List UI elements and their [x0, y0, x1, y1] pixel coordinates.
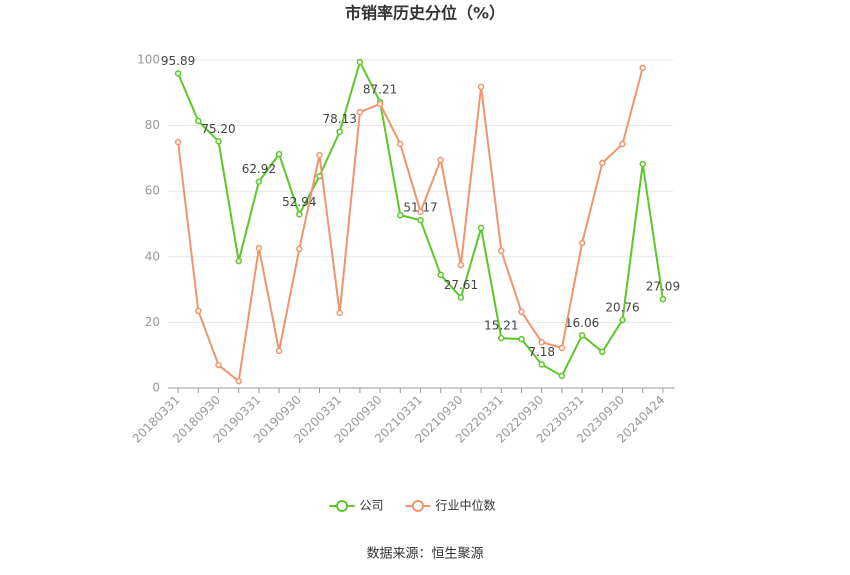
point: [639, 64, 646, 72]
point: [558, 372, 566, 380]
y-tick-label: 60: [145, 184, 160, 198]
point: [316, 151, 323, 159]
chart-title: 市销率历史分位（%）: [345, 4, 505, 23]
point: [174, 70, 182, 77]
point: [518, 335, 525, 343]
y-tick-label: 0: [152, 381, 160, 395]
point: [518, 308, 525, 316]
legend-label: 公司: [360, 499, 384, 513]
data-label: 27.09: [646, 280, 680, 294]
legend-marker: [336, 500, 348, 512]
point: [477, 83, 485, 91]
point: [599, 348, 606, 356]
data-label: 78.13: [323, 112, 357, 126]
data-label: 15.21: [484, 319, 518, 333]
data-label: 87.21: [363, 82, 397, 96]
point: [356, 108, 364, 116]
point: [296, 211, 303, 218]
point: [397, 211, 404, 219]
point: [538, 361, 545, 368]
y-tick-label: 100: [137, 53, 160, 67]
series-line: [177, 67, 644, 383]
point: [659, 295, 667, 303]
point: [215, 138, 222, 145]
point: [235, 377, 242, 385]
point: [275, 150, 283, 158]
point: [619, 316, 626, 324]
point: [356, 58, 364, 66]
point: [215, 361, 222, 369]
legend-marker: [412, 500, 424, 512]
point: [417, 216, 424, 224]
point: [477, 224, 485, 232]
point: [437, 156, 444, 164]
point: [336, 128, 343, 135]
point: [255, 244, 263, 252]
point: [578, 239, 586, 247]
data-label: 62.92: [242, 162, 276, 176]
point: [397, 140, 404, 148]
point: [174, 138, 182, 146]
point: [235, 257, 242, 265]
point: [195, 117, 202, 125]
point: [599, 159, 606, 167]
data-label: 20.76: [605, 300, 639, 314]
source: 数据来源：恒生聚源: [366, 547, 483, 562]
point: [498, 247, 505, 255]
point: [639, 160, 646, 168]
data-label: 75.20: [201, 122, 235, 136]
y-tick-label: 40: [145, 249, 160, 263]
point: [578, 332, 586, 339]
point: [538, 338, 545, 346]
legend-label: 行业中位数: [436, 498, 496, 513]
point: [275, 347, 283, 355]
data-label: 16.06: [565, 316, 599, 330]
data-label: 7.18: [528, 345, 555, 359]
point: [336, 309, 343, 317]
y-tick-label: 20: [145, 315, 160, 329]
data-label: 27.61: [444, 278, 478, 292]
point: [417, 208, 424, 216]
point: [255, 178, 263, 185]
point: [437, 271, 444, 279]
data-label: 51.17: [403, 201, 437, 215]
point: [498, 334, 505, 342]
data-label: 95.89: [161, 54, 195, 68]
point: [376, 100, 384, 108]
point: [619, 140, 626, 148]
point: [296, 245, 303, 253]
point: [457, 294, 465, 301]
point: [558, 344, 566, 352]
y-tick-label: 80: [145, 118, 160, 132]
point: [457, 261, 465, 269]
point: [195, 307, 202, 315]
